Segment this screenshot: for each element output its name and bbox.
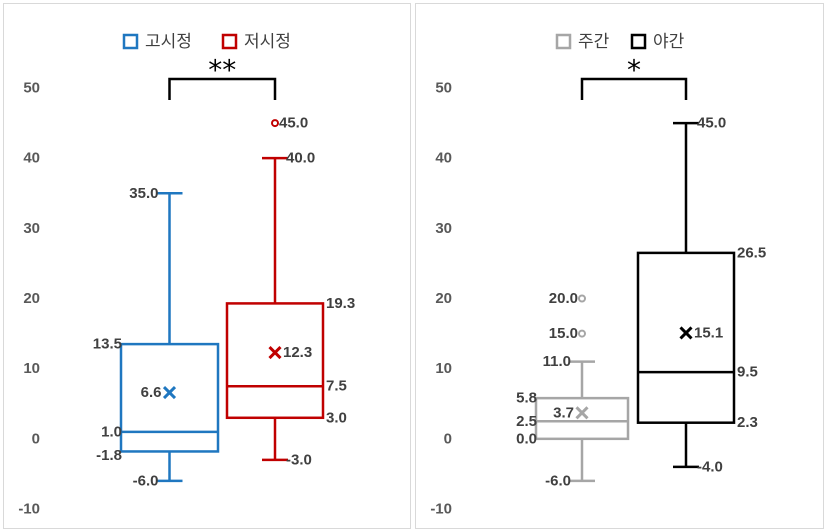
label-mean: 3.7 (553, 404, 574, 421)
y-tick-label: 0 (444, 430, 452, 447)
significance-marker: ** (208, 54, 236, 87)
label-q3: 19.3 (326, 295, 355, 312)
iqr-box (534, 396, 630, 441)
label-q1: 2.3 (737, 414, 758, 431)
y-tick-label: 50 (23, 80, 40, 97)
y-tick-label: 10 (435, 360, 452, 377)
label-median: 7.5 (326, 378, 347, 395)
legend-swatch (630, 33, 647, 50)
label-q3: 26.5 (737, 244, 766, 261)
label-mean: 12.3 (283, 344, 312, 361)
label-min: -4.0 (697, 458, 723, 475)
label-max: 11.0 (543, 353, 571, 370)
y-tick-label: 50 (435, 80, 452, 97)
boxplot-daynight: 50 40 30 20 10 0 -10 주간 야간 * 11.0 5.8 2.50.0 -6.0 3.7 1… (430, 32, 766, 518)
legend-swatch (555, 33, 572, 50)
y-tick-label: 30 (23, 220, 40, 237)
label-q1: 3.0 (326, 409, 347, 426)
y-tick-label: 40 (23, 150, 40, 167)
y-tick-label: -10 (18, 501, 40, 518)
mean-marker (162, 385, 177, 400)
y-tick-label: 10 (23, 360, 40, 377)
label-q1: -1.8 (96, 447, 122, 464)
outlier-point (578, 294, 586, 303)
y-tick-label: 20 (435, 290, 452, 307)
label-outlier: 20.0 (549, 290, 578, 307)
significance-bracket (168, 77, 277, 100)
outlier-point (578, 329, 586, 338)
label-q3: 5.8 (516, 390, 537, 407)
label-median: 2.5 (516, 413, 537, 430)
legend-label: 고시정 (145, 32, 192, 52)
label-min: -6.0 (133, 472, 159, 489)
label-max: 40.0 (286, 150, 315, 167)
label-min: -6.0 (545, 472, 571, 489)
y-tick-label: 20 (23, 290, 40, 307)
chart-panel-daynight: 50 40 30 20 10 0 -10 주간 야간 * 11.0 5.8 2.5 0.0 -6.0 3.7 1… (415, 3, 824, 529)
label-min: -3.0 (286, 451, 312, 468)
y-tick-label: 0 (32, 430, 40, 447)
significance-marker: * (627, 54, 641, 87)
label-q3: 13.5 (93, 336, 122, 353)
label-outlier: 15.0 (549, 325, 578, 342)
mean-marker (575, 406, 589, 420)
outlier-point (271, 119, 279, 128)
y-tick-label: -10 (430, 501, 452, 518)
label-max: 45.0 (697, 115, 726, 132)
chart-panel-visibility: 50 40 30 20 10 0 -10 고시정 저시정 ** 35.0 13.5 1.0 -1.8 -6.… (3, 3, 411, 529)
mean-marker (679, 326, 693, 340)
label-q1: 0.0 (516, 430, 537, 447)
label-mean: 6.6 (141, 384, 162, 401)
legend-label: 주간 (578, 32, 610, 52)
mean-marker (268, 345, 282, 360)
label-max: 35.0 (129, 185, 158, 202)
label-mean: 15.1 (694, 324, 723, 341)
significance-bracket (580, 77, 688, 100)
label-median: 1.0 (101, 423, 122, 440)
label-outlier: 45.0 (279, 115, 308, 132)
boxplot-visibility: 50 40 30 20 10 0 -10 고시정 저시정 ** 35.0 13.5 1.0 -1.8 -6.… (18, 32, 355, 518)
iqr-box (225, 302, 325, 420)
y-tick-label: 30 (435, 220, 452, 237)
legend-swatch (122, 33, 139, 50)
iqr-box (119, 342, 220, 453)
legend-swatch (221, 33, 238, 50)
y-tick-label: 40 (435, 150, 452, 167)
legend-label: 야간 (653, 32, 685, 52)
label-median: 9.5 (737, 364, 758, 381)
legend-label: 저시정 (244, 32, 291, 52)
iqr-box (636, 251, 736, 424)
